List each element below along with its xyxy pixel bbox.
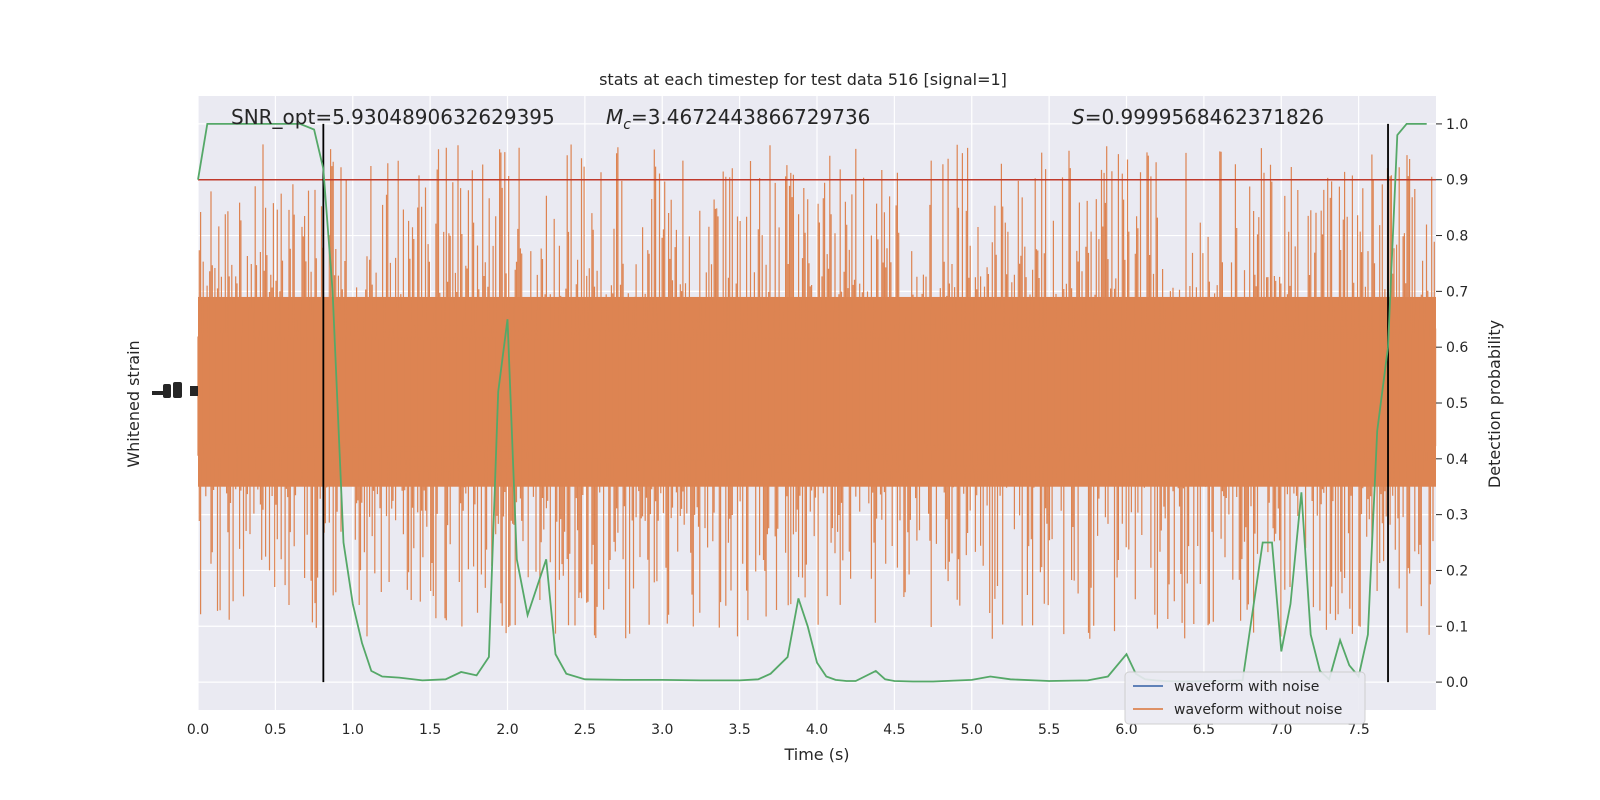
s-symbol: S	[1072, 105, 1085, 129]
y-tick-label: 0.0	[1446, 675, 1468, 691]
y-tick-label: 0.8	[1446, 229, 1468, 245]
x-axis-label: Time (s)	[783, 745, 849, 764]
y-tick-label: 0.5	[1446, 396, 1468, 412]
x-tick-label: 5.5	[1038, 722, 1060, 738]
y-tick-label: 0.6	[1446, 340, 1468, 356]
x-tick-label: 2.5	[574, 722, 596, 738]
mc-annotation: Mc=3.4672443866729736	[606, 105, 870, 133]
chart-title: stats at each timestep for test data 516…	[599, 70, 1007, 89]
x-tick-label: 3.5	[728, 722, 750, 738]
left-axis-offset-glyph	[152, 382, 198, 398]
y-tick-label: 0.2	[1446, 563, 1468, 579]
x-tick-label: 2.0	[496, 722, 518, 738]
y-tick-label: 0.3	[1446, 508, 1468, 524]
x-tick-label: 6.5	[1193, 722, 1215, 738]
y-axis-right-label: Detection probability	[1485, 320, 1504, 488]
s-annotation: S=0.9999568462371826	[1072, 105, 1324, 129]
y-tick-label: 1.0	[1446, 117, 1468, 133]
x-tick-label: 0.5	[264, 722, 286, 738]
y-tick-label: 0.9	[1446, 173, 1468, 189]
noise-spikes	[197, 144, 1437, 639]
x-tick-label: 4.5	[883, 722, 905, 738]
x-tick-label: 6.0	[1115, 722, 1137, 738]
waveform-with-noise-series	[197, 144, 1437, 639]
x-tick-label: 5.0	[961, 722, 983, 738]
legend: waveform with noise waveform without noi…	[1124, 671, 1366, 725]
mc-subscript: c	[623, 117, 631, 133]
mc-value: =3.4672443866729736	[631, 105, 870, 129]
x-tick-label: 1.5	[419, 722, 441, 738]
legend-label-waveform-without-noise: waveform without noise	[1174, 702, 1342, 718]
x-tick-label: 7.5	[1347, 722, 1369, 738]
snr-annotation: SNR_opt=5.9304890632629395	[231, 105, 555, 129]
legend-label-waveform-with-noise: waveform with noise	[1174, 679, 1319, 695]
vertical-markers	[322, 123, 1389, 683]
y-tick-label: 0.4	[1446, 452, 1468, 468]
y-tick-label: 0.1	[1446, 619, 1468, 635]
detection-probability-series	[197, 123, 1427, 683]
x-tick-label: 1.0	[342, 722, 364, 738]
x-tick-label: 7.0	[1270, 722, 1292, 738]
x-tick-label: 0.0	[187, 722, 209, 738]
x-tick-label: 3.0	[651, 722, 673, 738]
y-tick-label: 0.7	[1446, 284, 1468, 300]
y-axis-right-ticks: 0.0 0.1 0.2 0.3 0.4 0.5 0.6 0.7 0.8 0.9 1.0	[1436, 117, 1468, 691]
legend-box	[1124, 671, 1366, 725]
x-tick-label: 4.0	[806, 722, 828, 738]
s-value: =0.9999568462371826	[1085, 105, 1324, 129]
x-axis-ticks: 0.0 0.5 1.0 1.5 2.0 2.5 3.0 3.5 4.0 4.5 5.0 5.5 6.0 6…	[187, 722, 1370, 738]
y-axis-left-label: Whitened strain	[124, 340, 143, 467]
mc-symbol: M	[606, 105, 623, 129]
